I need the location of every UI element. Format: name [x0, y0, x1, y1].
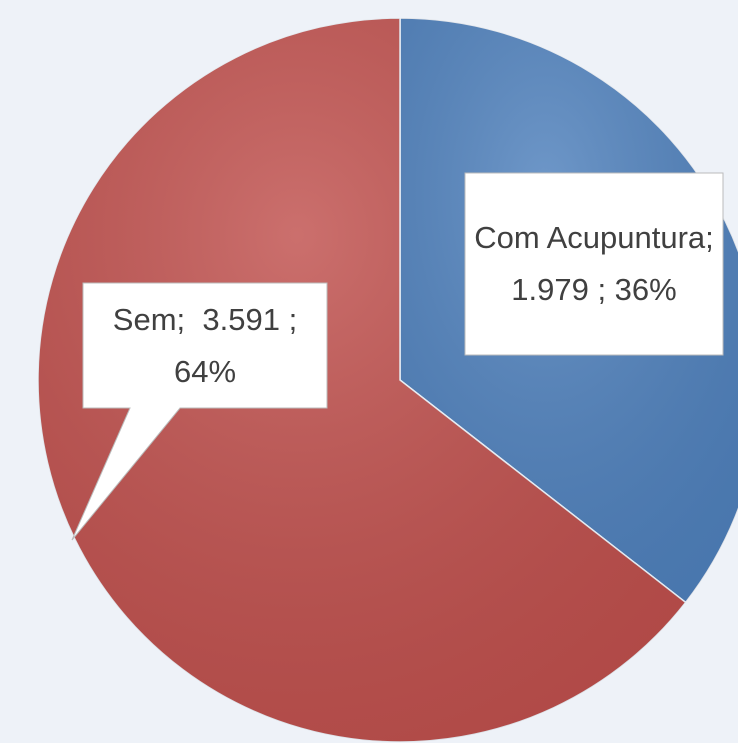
data-label: Sem; 3.591 ; 64% — [112, 301, 306, 389]
callout-box — [464, 172, 724, 356]
slice-shade — [38, 18, 686, 742]
data-label: Com Acupuntura; 1.979 ; 36% — [474, 220, 723, 307]
callout-box — [71, 282, 328, 541]
